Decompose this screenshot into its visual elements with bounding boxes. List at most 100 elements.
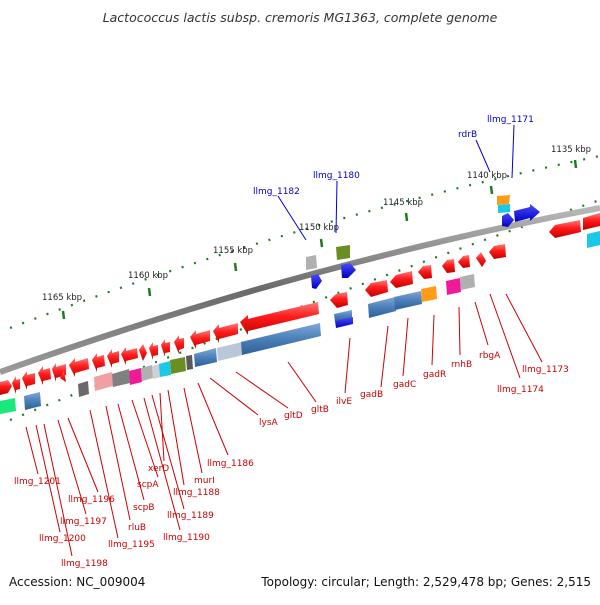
- gene-forward[interactable]: [498, 204, 510, 213]
- gene-reverse[interactable]: [460, 274, 475, 290]
- gene-reverse[interactable]: [194, 348, 217, 367]
- gene-reverse[interactable]: [78, 381, 89, 397]
- gene-reverse[interactable]: [240, 302, 319, 335]
- gene-label[interactable]: llmg_1197: [60, 517, 107, 527]
- scale-labels: 1135 kbp 1140 kbp 1145 kbp 1150 kbp 1155…: [42, 145, 591, 303]
- gene-label[interactable]: llmg_1189: [167, 511, 214, 521]
- gene-forward[interactable]: [341, 263, 356, 278]
- gene-reverse[interactable]: [12, 376, 20, 394]
- gene-label[interactable]: rdrB: [458, 130, 477, 140]
- gene-label[interactable]: gadB: [360, 390, 383, 400]
- gene-reverse[interactable]: [213, 323, 238, 343]
- gene-reverse[interactable]: [458, 255, 470, 268]
- gene-label[interactable]: lysA: [259, 418, 279, 428]
- upper-scale-track: [9, 154, 600, 330]
- gene-reverse[interactable]: [583, 213, 600, 230]
- gene-reverse[interactable]: [190, 330, 210, 349]
- gene-reverse[interactable]: [330, 292, 348, 308]
- gene-reverse[interactable]: [0, 398, 16, 414]
- scale-label: 1145 kbp: [383, 198, 423, 208]
- gene-reverse[interactable]: [365, 280, 388, 297]
- gene-reverse[interactable]: [335, 317, 353, 328]
- gene-reverse[interactable]: [22, 371, 35, 390]
- gene-reverse[interactable]: [217, 342, 243, 361]
- map-title: Lactococcus lactis subsp. cremoris MG136…: [103, 10, 498, 25]
- gene-label[interactable]: llmg_1200: [39, 534, 86, 544]
- gene-label[interactable]: rbgA: [479, 351, 501, 361]
- reverse-labels: llmg_1173 llmg_1174 rbgA rnhB gadR gadC …: [14, 351, 569, 569]
- gene-reverse[interactable]: [129, 368, 142, 385]
- gene-forward[interactable]: [497, 195, 510, 205]
- gene-reverse[interactable]: [489, 244, 506, 259]
- gene-reverse[interactable]: [170, 357, 186, 374]
- scale-label: 1160 kbp: [128, 271, 168, 281]
- scale-label: 1165 kbp: [42, 293, 82, 303]
- gene-label[interactable]: llmg_1190: [163, 533, 210, 543]
- gene-reverse[interactable]: [159, 361, 171, 377]
- gene-reverse[interactable]: [121, 347, 138, 365]
- gene-reverse[interactable]: [442, 259, 455, 273]
- gene-label[interactable]: llmg_1188: [173, 488, 220, 498]
- gene-label[interactable]: llmg_1198: [61, 559, 108, 569]
- gene-label[interactable]: llmg_1195: [108, 540, 155, 550]
- gene-forward[interactable]: [514, 204, 540, 222]
- gene-label[interactable]: ilvE: [336, 397, 352, 407]
- gene-reverse[interactable]: [112, 369, 130, 387]
- gene-reverse[interactable]: [174, 335, 184, 354]
- gene-reverse[interactable]: [390, 271, 413, 288]
- gene-reverse[interactable]: [368, 297, 396, 318]
- gene-label[interactable]: gltB: [311, 405, 329, 415]
- gene-reverse[interactable]: [149, 342, 158, 360]
- gene-reverse[interactable]: [24, 392, 41, 410]
- gene-reverse[interactable]: [446, 278, 461, 295]
- reverse-genes: [0, 213, 600, 414]
- gene-reverse[interactable]: [92, 353, 105, 372]
- gene-label[interactable]: gltD: [284, 411, 303, 421]
- gene-label[interactable]: scpB: [133, 503, 155, 513]
- gene-label[interactable]: gadC: [393, 380, 416, 390]
- gene-reverse[interactable]: [161, 339, 170, 357]
- gene-reverse[interactable]: [94, 372, 113, 391]
- gene-reverse[interactable]: [421, 286, 437, 302]
- gene-reverse[interactable]: [139, 344, 147, 361]
- gene-label[interactable]: llmg_1186: [207, 459, 254, 469]
- accession-label: Accession: NC_009004: [9, 575, 145, 589]
- gene-label[interactable]: llmg_1201: [14, 477, 61, 487]
- gene-forward[interactable]: [306, 255, 317, 270]
- gene-label[interactable]: xerD: [148, 464, 169, 474]
- gene-reverse[interactable]: [394, 291, 422, 310]
- gene-reverse[interactable]: [0, 380, 12, 395]
- gene-label[interactable]: llmg_1182: [253, 187, 300, 197]
- gene-label[interactable]: gadR: [423, 370, 446, 380]
- gene-reverse[interactable]: [141, 365, 153, 381]
- gene-reverse[interactable]: [107, 349, 119, 368]
- gene-reverse[interactable]: [476, 252, 486, 267]
- gene-forward[interactable]: [336, 245, 350, 260]
- gene-forward[interactable]: [311, 274, 322, 289]
- gene-reverse[interactable]: [241, 323, 321, 355]
- gene-reverse[interactable]: [186, 355, 193, 370]
- gene-label[interactable]: llmg_1196: [68, 495, 115, 505]
- gene-forward[interactable]: [502, 213, 514, 227]
- gene-label[interactable]: scpA: [137, 480, 159, 490]
- gene-label[interactable]: llmg_1173: [522, 365, 569, 375]
- gene-reverse[interactable]: [587, 231, 600, 248]
- topology-label: Topology: circular; Length: 2,529,478 bp…: [260, 575, 591, 589]
- gene-reverse[interactable]: [60, 371, 66, 382]
- gene-label[interactable]: murI: [194, 476, 215, 486]
- gene-reverse[interactable]: [418, 265, 432, 279]
- gene-reverse[interactable]: [152, 364, 161, 379]
- gene-reverse[interactable]: [549, 220, 581, 238]
- gene-label[interactable]: rnhB: [451, 360, 472, 370]
- forward-genes: [306, 195, 540, 289]
- forward-labels: llmg_1171 rdrB llmg_1180 llmg_1182: [253, 115, 534, 197]
- gene-reverse[interactable]: [52, 363, 66, 382]
- gene-reverse[interactable]: [38, 366, 51, 385]
- scale-label: 1150 kbp: [299, 223, 339, 233]
- gene-label[interactable]: llmg_1180: [313, 171, 360, 181]
- gene-label[interactable]: llmg_1171: [487, 115, 534, 125]
- gene-reverse[interactable]: [69, 358, 89, 377]
- gene-label[interactable]: llmg_1174: [497, 385, 544, 395]
- gene-label[interactable]: rluB: [128, 523, 146, 533]
